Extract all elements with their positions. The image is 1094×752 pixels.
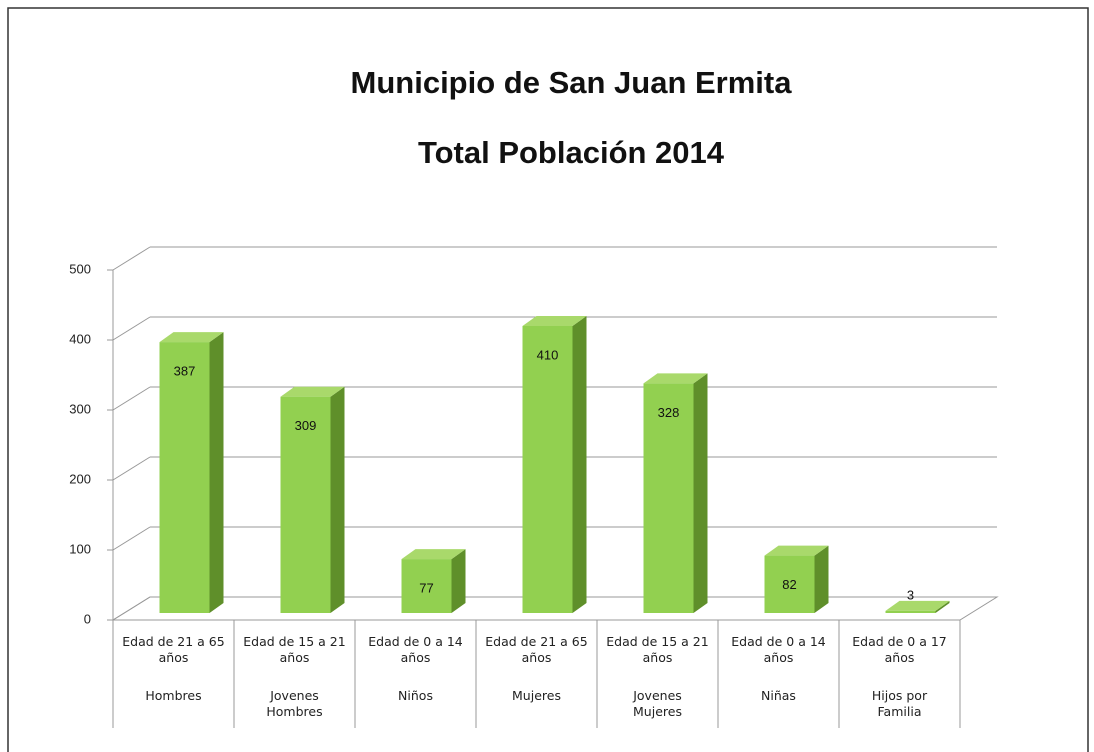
- y-tick-label: 300: [69, 401, 91, 416]
- y-tick-label: 200: [69, 471, 91, 486]
- value-label: 82: [782, 577, 796, 592]
- x-tick-label: Edad de 0 a 17 años: [852, 634, 947, 665]
- value-label: 309: [295, 418, 317, 433]
- grid-line: [112, 526, 151, 551]
- x-tick-label: Edad de 0 a 14 años: [368, 634, 463, 665]
- x-group-label: Mujeres: [512, 688, 561, 703]
- x-group-label: Niños: [398, 688, 433, 703]
- bar: [280, 396, 331, 613]
- y-tick-label: 500: [69, 261, 91, 276]
- x-group-label: Hijos por Familia: [871, 688, 928, 719]
- x-tick-label: Edad de 21 a 65 años: [122, 634, 225, 665]
- x-tick-label: Edad de 15 a 21 años: [606, 634, 709, 665]
- bar-top: [522, 316, 587, 326]
- bar-side: [451, 549, 466, 613]
- x-tick-label: Edad de 15 a 21 años: [243, 634, 346, 665]
- grid-line: [112, 316, 151, 341]
- grid-line: [112, 246, 151, 271]
- bar: [522, 326, 573, 613]
- bar-side: [814, 545, 829, 613]
- grid-line: [112, 386, 151, 411]
- value-label: 3: [907, 587, 914, 602]
- grid-line: [112, 596, 151, 621]
- x-group-label: Jovenes Mujeres: [633, 688, 682, 719]
- bar-top: [643, 373, 708, 384]
- x-group-label: Hombres: [145, 688, 202, 703]
- x-group-label: Niñas: [761, 688, 796, 703]
- bar-top: [764, 545, 829, 556]
- bar-top: [280, 386, 345, 397]
- bar-top: [159, 332, 224, 343]
- bar-side: [693, 373, 708, 613]
- grid-line: [112, 456, 151, 481]
- value-label: 77: [419, 581, 433, 596]
- bar-side: [572, 316, 587, 613]
- y-tick-label: 0: [84, 611, 91, 626]
- value-label: 410: [537, 347, 559, 362]
- x-tick-label: Edad de 0 a 14 años: [731, 634, 826, 665]
- x-group-label: Jovenes Hombres: [266, 688, 323, 719]
- bar-top: [885, 600, 950, 611]
- chart-subtitle: Total Población 2014: [418, 135, 725, 170]
- y-tick-label: 400: [69, 331, 91, 346]
- bar: [643, 383, 694, 613]
- bar: [159, 342, 210, 613]
- y-tick-label: 100: [69, 541, 91, 556]
- chart-title: Municipio de San Juan Ermita: [351, 65, 793, 100]
- value-label: 328: [658, 405, 680, 420]
- x-tick-label: Edad de 21 a 65 años: [485, 634, 588, 665]
- value-label: 387: [174, 364, 196, 379]
- bar-side: [330, 386, 345, 613]
- bar-top: [401, 549, 466, 560]
- bar: [885, 610, 936, 613]
- bar-side: [209, 332, 224, 613]
- bar: [401, 559, 452, 613]
- bar-side: [935, 600, 950, 613]
- bar: [764, 555, 815, 613]
